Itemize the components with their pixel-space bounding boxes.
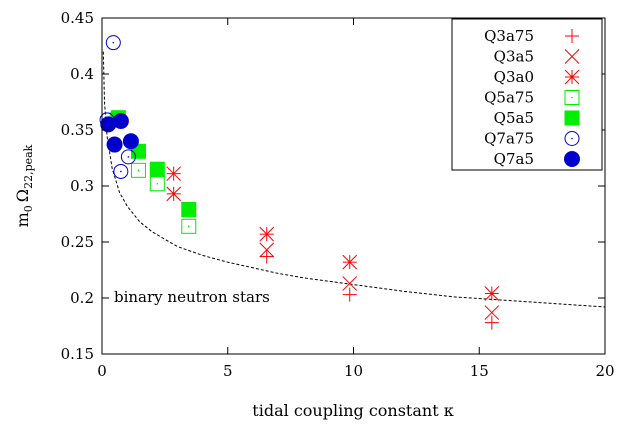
point-q3a75	[342, 287, 357, 302]
legend-marker-q7a75	[564, 131, 580, 146]
legend-marker-q5a5	[564, 110, 580, 126]
point-q7a75	[120, 149, 136, 165]
legend-marker-q5a75	[564, 90, 580, 105]
y-tick-label: 0.4	[70, 65, 94, 83]
point-q3a5	[484, 305, 500, 320]
point-q3a5	[259, 242, 275, 258]
point-q3a0	[484, 286, 500, 301]
y-tick-label: 0.25	[61, 233, 94, 251]
x-tick-label: 15	[470, 362, 489, 380]
point-q7a5	[112, 113, 129, 130]
point-q5a75	[130, 162, 146, 178]
annotation-binary-neutron-stars: binary neutron stars	[114, 288, 270, 306]
point-q3a0	[166, 186, 182, 202]
x-tick-label: 5	[223, 362, 233, 380]
y-tick-label: 0.15	[61, 345, 94, 363]
data-marks-layer	[99, 35, 500, 330]
y-axis-label-m: m	[13, 212, 32, 227]
legend-label-q7a75: Q7a75	[484, 130, 534, 148]
point-q3a75	[484, 315, 499, 330]
point-q7a75	[105, 35, 121, 51]
legend-label-q5a5: Q5a5	[494, 109, 534, 127]
legend-marker-q7a5	[564, 151, 580, 167]
legend-label-q5a75: Q5a75	[484, 89, 534, 107]
legend-marker-q3a5	[564, 49, 580, 64]
x-tick-label: 10	[344, 362, 363, 380]
fit-curve-layer	[102, 51, 606, 308]
y-tick-label: 0.35	[61, 121, 94, 139]
point-q3a0	[259, 226, 275, 242]
point-q7a5	[122, 133, 139, 150]
y-axis-label-sub: 22,peak	[22, 144, 35, 189]
y-axis-label: m0 Ω22,peak	[13, 144, 35, 227]
point-q3a0	[342, 254, 358, 270]
y-axis-label-sub0: 0	[22, 205, 35, 212]
y-axis-label-omega: Ω	[13, 189, 32, 202]
legend-label-q3a75: Q3a75	[484, 27, 534, 45]
legend-label-q3a5: Q3a5	[494, 48, 534, 66]
fit-curve	[102, 51, 606, 308]
point-q5a5	[149, 161, 165, 177]
point-q3a75	[259, 249, 274, 264]
legend-marker-q3a75	[565, 29, 579, 43]
legend-box	[451, 18, 603, 171]
point-q3a5	[342, 276, 358, 291]
y-tick-label: 0.45	[61, 9, 94, 27]
point-q5a75	[149, 176, 165, 192]
point-q7a75	[113, 163, 129, 179]
point-q3a0	[166, 166, 182, 182]
point-q5a5	[181, 202, 197, 218]
y-tick-label: 0.3	[70, 177, 94, 195]
point-q7a5	[106, 136, 123, 153]
x-tick-label: 20	[595, 362, 614, 380]
axis-ticks: 0 5 10 15 20 0.15 0.2 0.25 0.3 0.35 0.4 0.45	[61, 9, 615, 380]
legend-marker-q3a0	[564, 69, 580, 85]
legend-label-q7a5: Q7a5	[494, 150, 534, 168]
x-tick-label: 0	[97, 362, 107, 380]
legend: Q3a75 Q3a5 Q3a0 Q5a75 Q5a5 Q7a75 Q7a5	[484, 27, 580, 168]
x-axis-label: tidal coupling constant κ	[252, 401, 453, 420]
legend-label-q3a0: Q3a0	[494, 68, 534, 86]
point-q5a75	[181, 218, 197, 234]
y-tick-label: 0.2	[70, 289, 94, 307]
